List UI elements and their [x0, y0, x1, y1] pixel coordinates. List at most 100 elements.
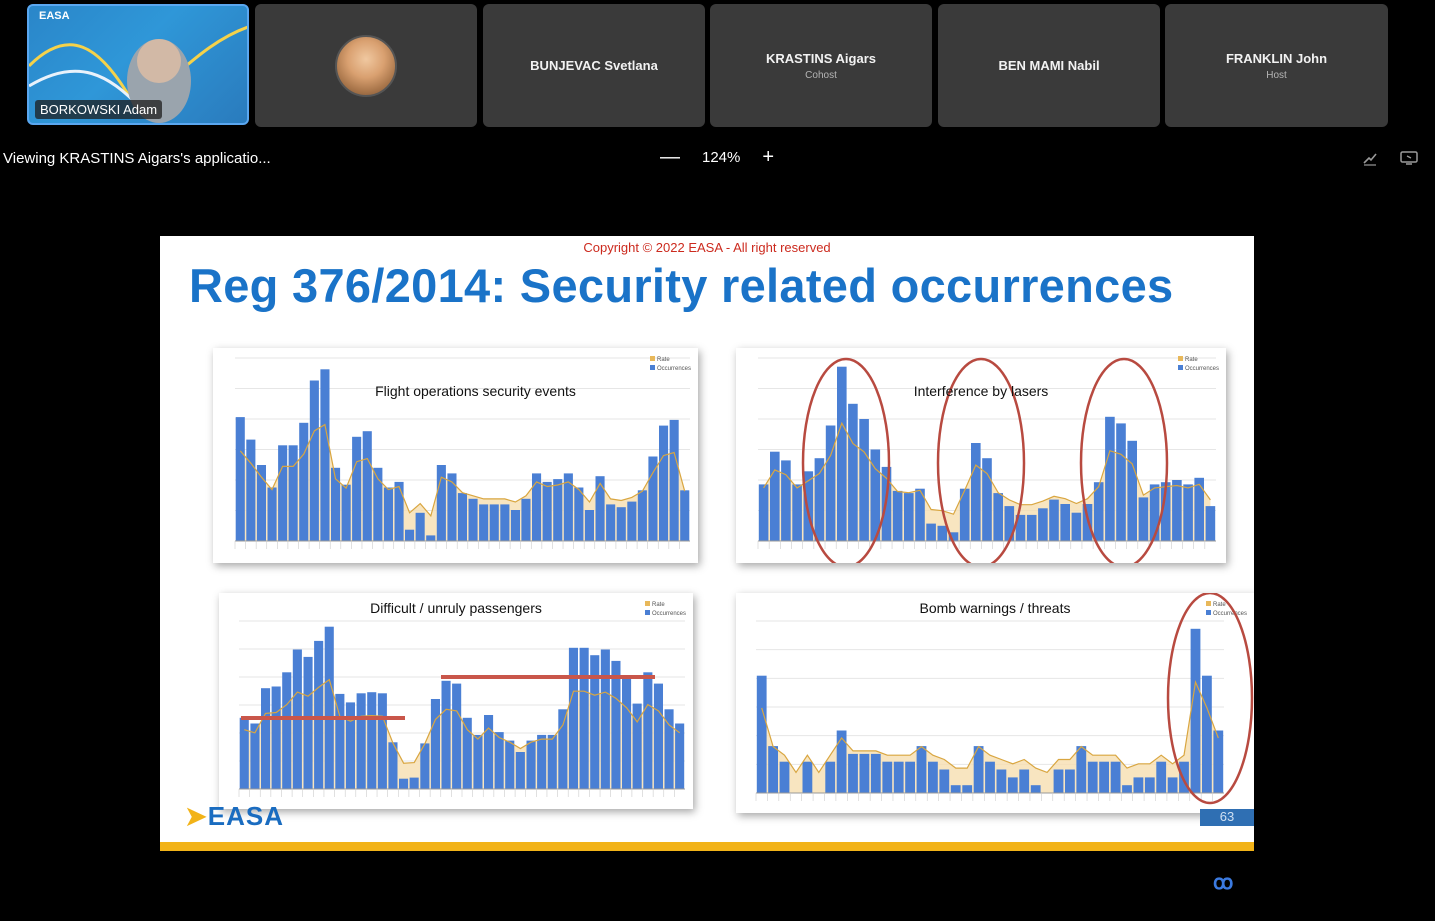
bar [1038, 508, 1048, 541]
participant-tile-6[interactable]: FRANKLIN John Host [1165, 4, 1388, 127]
legend-swatch-rate [650, 356, 655, 361]
bar [814, 458, 825, 541]
bar [756, 675, 767, 793]
bar [982, 458, 992, 541]
bar [1127, 440, 1137, 541]
bar [1116, 423, 1126, 541]
bar [303, 656, 313, 789]
bar [388, 742, 398, 789]
viewing-status: Viewing KRASTINS Aigars's applicatio... [3, 150, 271, 167]
legend-label: Occurrences [1185, 366, 1219, 372]
bar [430, 699, 440, 789]
rate-line [761, 679, 1219, 774]
bar [426, 535, 436, 541]
bar [627, 501, 637, 541]
bar [1144, 777, 1155, 793]
legend-swatch-occurrences [645, 610, 650, 615]
zoom-out-button[interactable]: — [660, 146, 680, 168]
bar [399, 778, 409, 789]
bar [939, 769, 950, 793]
annotate-icon[interactable] [1362, 150, 1380, 166]
bar [1004, 506, 1015, 541]
bar [558, 709, 568, 789]
participant-role: Host [1266, 69, 1287, 81]
bar [1138, 497, 1149, 541]
bar [1053, 769, 1064, 793]
bar [341, 484, 351, 541]
participant-tile-2[interactable] [255, 4, 477, 127]
bar [394, 481, 404, 541]
zoom-in-button[interactable]: + [762, 146, 775, 168]
legend-swatch-rate [1178, 356, 1183, 361]
bar [996, 769, 1007, 793]
bar [837, 366, 847, 541]
bar [314, 640, 324, 789]
bar [367, 692, 377, 789]
legend-label: Occurrences [1213, 611, 1247, 617]
bar [637, 490, 647, 541]
bar [653, 683, 663, 789]
bar [441, 680, 451, 789]
bar [468, 498, 478, 541]
bar [768, 746, 778, 793]
bar [505, 740, 515, 789]
bar [267, 487, 277, 541]
tile-logo: EASA [39, 10, 70, 22]
bar [659, 425, 669, 541]
participant-name: BUNJEVAC Svetlana [530, 58, 658, 73]
bar [1122, 785, 1132, 793]
bar [792, 484, 802, 541]
participant-tile-3[interactable]: BUNJEVAC Svetlana [483, 4, 705, 127]
bar [282, 672, 292, 789]
bar [781, 460, 791, 541]
participant-tile-self[interactable]: EASA BORKOWSKI Adam [27, 4, 249, 125]
bar [1205, 506, 1216, 541]
bar [568, 647, 578, 789]
bar [1183, 484, 1193, 541]
bar [521, 498, 531, 541]
participant-tile-4[interactable]: KRASTINS Aigars Cohost [710, 4, 932, 127]
bar [288, 445, 298, 541]
bar [405, 529, 415, 541]
bar [1105, 416, 1115, 541]
chart-unruly-passengers: Rate Occurrences Difficult / unruly passe… [219, 593, 693, 809]
bar [893, 761, 904, 793]
bar [473, 734, 483, 789]
bar [937, 525, 948, 542]
zoom-level: 124% [702, 148, 741, 166]
bar [870, 449, 881, 541]
bar [436, 465, 446, 541]
bar [510, 510, 520, 541]
chart-lasers: Rate Occurrences Interference by lasers [736, 348, 1226, 563]
legend-swatch-occurrences [650, 365, 655, 370]
chart-title: Bomb warnings / threats [919, 600, 1071, 616]
bar [415, 512, 425, 541]
bar [1076, 746, 1087, 793]
bar [246, 439, 256, 541]
bar [271, 686, 281, 789]
chart-plot: Rate Occurrences [757, 356, 1219, 563]
bar [616, 507, 626, 541]
bar [950, 785, 961, 793]
bar [547, 734, 557, 789]
screen-icon[interactable] [1400, 150, 1418, 166]
bar [948, 532, 959, 541]
rate-line [763, 421, 1211, 515]
bar [1093, 482, 1104, 541]
participant-tile-5[interactable]: BEN MAMI Nabil [938, 4, 1160, 127]
bar [553, 479, 563, 541]
bar [331, 467, 341, 541]
bar [1049, 499, 1059, 541]
bar [447, 473, 457, 541]
chart-title: Flight operations security events [375, 383, 576, 399]
bar [377, 693, 387, 789]
bar [675, 723, 685, 789]
bar [859, 753, 870, 793]
bar [1213, 730, 1224, 793]
bar [320, 369, 330, 541]
bar [595, 476, 605, 541]
bar [905, 761, 915, 793]
easa-logo: ➤EASA [185, 801, 285, 831]
bar [611, 660, 621, 789]
bar [1179, 761, 1189, 793]
